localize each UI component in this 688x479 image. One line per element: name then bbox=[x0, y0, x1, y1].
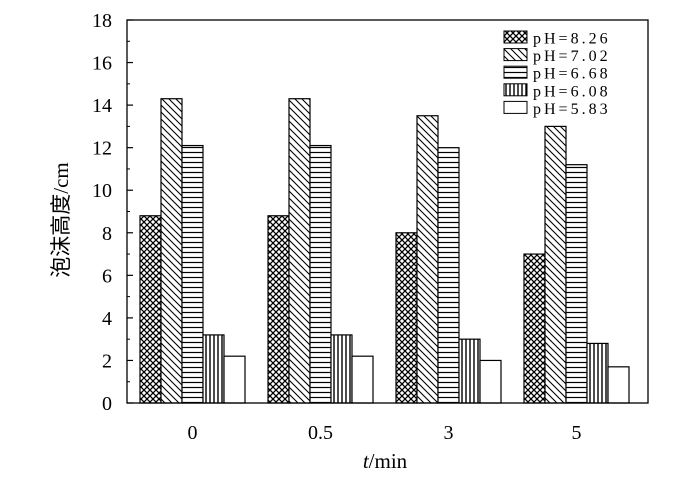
x-category-label-3: 3 bbox=[444, 422, 454, 444]
x-axis: 0 0.5 3 5 bbox=[188, 422, 582, 444]
bar-ph-7-02-t-0-5 bbox=[288, 98, 311, 404]
bar-ph-6-08-t-0 bbox=[202, 334, 225, 404]
legend-item-ph-7-02: pH=7.02 bbox=[503, 48, 611, 65]
bar-ph-5-83-t-5 bbox=[607, 366, 630, 404]
y-tick-label-0: 0 bbox=[102, 393, 112, 415]
bar-ph-8-26-t-0 bbox=[139, 215, 162, 404]
legend-item-ph-6-68: pH=6.68 bbox=[503, 65, 611, 83]
y-tick-label-10: 10 bbox=[92, 180, 112, 202]
bar-ph-7-02-t-5 bbox=[544, 125, 567, 404]
x-axis-label: t/min bbox=[363, 449, 408, 473]
bar-ph-6-68-t-5 bbox=[565, 164, 588, 404]
bar-ph-6-68-t-0-5 bbox=[309, 144, 332, 404]
bar-ph-8-26-t-5 bbox=[523, 253, 546, 404]
legend-swatch-ph-6-68 bbox=[503, 65, 528, 79]
y-tick-label-2: 2 bbox=[102, 350, 112, 372]
legend-swatch-ph-8-26 bbox=[503, 30, 528, 44]
y-axis-label: 泡沫高度/cm bbox=[49, 162, 73, 278]
y-tick-label-12: 12 bbox=[92, 138, 112, 160]
x-category-label-0: 0 bbox=[188, 422, 198, 444]
legend-swatch-ph-5-83 bbox=[503, 100, 528, 114]
y-tick-label-14: 14 bbox=[92, 95, 112, 117]
legend-swatch-ph-7-02 bbox=[503, 48, 528, 62]
legend-label-ph-5-83: pH=5.83 bbox=[533, 101, 611, 118]
bar-ph-7-02-t-0 bbox=[160, 98, 183, 404]
bar-ph-7-02-t-3 bbox=[416, 115, 439, 404]
bar-ph-8-26-t-0-5 bbox=[267, 215, 290, 404]
bar-ph-6-08-t-3 bbox=[458, 338, 481, 404]
legend-item-ph-5-83: pH=5.83 bbox=[503, 100, 611, 118]
bar-ph-5-83-t-0 bbox=[223, 355, 246, 404]
legend-label-ph-6-68: pH=6.68 bbox=[533, 66, 611, 83]
bar-ph-6-08-t-0-5 bbox=[330, 334, 353, 404]
legend-swatch-ph-6-08 bbox=[503, 83, 528, 97]
x-axis-label-variable: t bbox=[363, 449, 370, 473]
bar-ph-5-83-t-3 bbox=[479, 359, 502, 404]
y-tick-label-8: 8 bbox=[102, 223, 112, 245]
bar-ph-6-68-t-0 bbox=[181, 144, 204, 404]
legend-label-ph-8-26: pH=8.26 bbox=[533, 31, 611, 48]
bar-ph-8-26-t-3 bbox=[395, 232, 418, 404]
x-axis-label-unit: /min bbox=[369, 449, 408, 473]
y-tick-label-4: 4 bbox=[102, 308, 112, 330]
x-category-label-5: 5 bbox=[572, 422, 582, 444]
legend-item-ph-8-26: pH=8.26 bbox=[503, 30, 611, 48]
bar-ph-5-83-t-0-5 bbox=[351, 355, 374, 404]
y-tick-label-16: 16 bbox=[92, 53, 112, 75]
y-axis: 0 2 4 6 8 10 12 14 16 18 bbox=[92, 10, 133, 415]
x-category-label-0-5: 0.5 bbox=[308, 422, 333, 444]
legend-label-ph-7-02: pH=7.02 bbox=[533, 48, 611, 65]
legend-item-ph-6-08: pH=6.08 bbox=[503, 83, 611, 100]
y-tick-label-18: 18 bbox=[92, 10, 112, 32]
bar-ph-6-68-t-3 bbox=[437, 147, 460, 404]
bar-ph-6-08-t-5 bbox=[586, 342, 609, 404]
y-tick-label-6: 6 bbox=[102, 265, 112, 287]
legend-label-ph-6-08: pH=6.08 bbox=[533, 83, 611, 100]
